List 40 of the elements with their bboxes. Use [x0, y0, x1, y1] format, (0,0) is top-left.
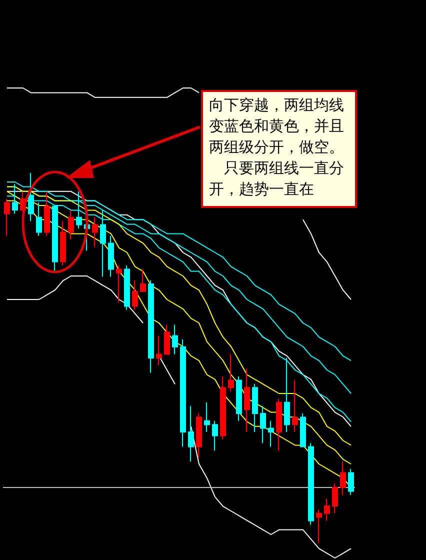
candlestick	[92, 216, 98, 248]
candlestick	[140, 268, 146, 292]
candlestick	[196, 413, 202, 458]
annotation: 只要两组线一直分开，趋势一直在	[209, 158, 345, 200]
candlestick	[236, 376, 242, 422]
candlestick	[268, 420, 274, 448]
candlestick	[276, 398, 282, 451]
candlestick	[252, 383, 258, 432]
candlestick	[68, 210, 74, 240]
candlestick	[324, 498, 330, 522]
candlestick	[116, 265, 122, 303]
candlestick	[292, 380, 298, 432]
candlestick	[36, 202, 42, 236]
candlestick	[100, 210, 106, 278]
candlestick	[340, 461, 346, 496]
candlestick	[348, 468, 354, 496]
candlestick	[172, 324, 178, 355]
candlestick	[180, 339, 186, 448]
candlestick	[228, 354, 234, 392]
candlestick	[316, 509, 322, 544]
candlestick	[44, 191, 50, 236]
candlestick	[188, 406, 194, 462]
candlestick	[164, 324, 170, 355]
candlestick	[244, 368, 250, 432]
candlestick	[308, 442, 314, 525]
candlestick	[148, 280, 154, 374]
candlestick	[108, 235, 114, 278]
candlestick	[260, 406, 266, 444]
candlestick	[156, 335, 162, 366]
candlestick	[204, 402, 210, 432]
candlestick	[124, 265, 130, 310]
candlestick	[132, 280, 138, 310]
candlestick	[4, 198, 10, 236]
candlestick	[60, 220, 66, 266]
candlestick	[52, 206, 58, 274]
annotation: 向下穿越，两组均线变蓝色和黄色，并且两组级分开，做空。	[209, 95, 345, 158]
candlestick	[220, 376, 226, 440]
candlestick	[300, 413, 306, 448]
candlestick	[332, 483, 338, 514]
candlestick	[212, 420, 218, 451]
